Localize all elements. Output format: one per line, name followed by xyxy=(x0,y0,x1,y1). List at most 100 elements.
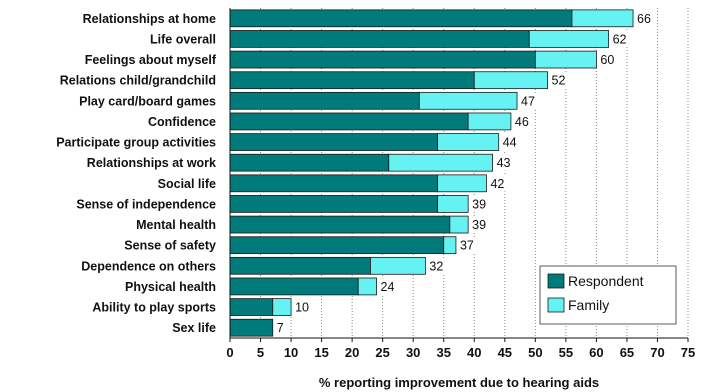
bar-respondent-15 xyxy=(229,318,274,337)
total-label-bg xyxy=(495,154,513,171)
bar-respondent-3 xyxy=(229,71,475,90)
bar-family-11 xyxy=(443,236,457,255)
total-label-bg xyxy=(635,10,653,27)
total-label-bg xyxy=(427,257,446,274)
category-label: Social life xyxy=(158,177,216,191)
bar-respondent-10 xyxy=(229,215,451,234)
total-label-bg xyxy=(550,72,568,89)
total-label-bg xyxy=(470,216,489,233)
bar-family-9 xyxy=(437,195,469,213)
legend-label-respondent: Respondent xyxy=(568,273,644,289)
bar-respondent-9 xyxy=(229,195,439,213)
x-tick-label: 10 xyxy=(284,345,298,360)
total-label: 46 xyxy=(515,115,529,129)
category-label: Mental health xyxy=(136,218,216,232)
legend-label-family: Family xyxy=(568,297,609,313)
bar-respondent-11 xyxy=(229,236,445,255)
bar-family-3 xyxy=(473,71,548,90)
bar-family-7 xyxy=(388,153,493,172)
bars xyxy=(229,9,634,337)
bar-respondent-14 xyxy=(229,298,274,316)
total-label: 42 xyxy=(490,177,504,191)
total-label: 37 xyxy=(460,239,474,253)
grid-lines xyxy=(260,8,689,338)
x-tick-label: 5 xyxy=(257,345,264,360)
total-label-bg xyxy=(513,113,531,130)
bar-family-13 xyxy=(357,277,377,296)
bar-family-12 xyxy=(370,256,426,275)
total-label: 32 xyxy=(429,259,443,273)
x-tick-label: 70 xyxy=(650,345,664,360)
legend: Respondent Family xyxy=(539,265,677,325)
bar-respondent-8 xyxy=(229,174,439,193)
bar-respondent-5 xyxy=(229,112,469,131)
bar-family-1 xyxy=(528,30,610,48)
total-label-bg xyxy=(519,92,537,109)
bar-family-10 xyxy=(449,215,469,234)
bar-family-14 xyxy=(272,298,292,316)
total-label: 44 xyxy=(503,136,517,150)
x-tick-label: 35 xyxy=(436,345,450,360)
total-label-bg xyxy=(458,237,476,254)
total-label-bg xyxy=(379,278,397,295)
total-label: 39 xyxy=(472,197,486,211)
x-tick-label: 45 xyxy=(498,345,512,360)
category-label: Feelings about myself xyxy=(85,53,217,67)
category-label: Relationships at work xyxy=(87,156,216,170)
x-tick-label: 75 xyxy=(681,345,695,360)
total-label: 47 xyxy=(521,94,535,108)
category-label: Relations child/grandchild xyxy=(60,74,216,88)
category-label: Sense of safety xyxy=(124,239,216,253)
total-label: 10 xyxy=(295,301,309,315)
total-label-bg xyxy=(470,195,489,212)
x-tick-label: 40 xyxy=(467,345,481,360)
bar-respondent-0 xyxy=(229,9,573,28)
bar-respondent-2 xyxy=(229,50,536,69)
bar-family-2 xyxy=(534,50,597,69)
total-label: 43 xyxy=(497,156,511,170)
x-tick-label: 55 xyxy=(559,345,573,360)
total-label: 60 xyxy=(600,53,614,67)
bar-family-5 xyxy=(467,112,512,131)
category-label: Play card/board games xyxy=(79,94,216,108)
total-label-bg xyxy=(293,299,311,316)
category-labels: Relationships at home Life overall Feeling… xyxy=(56,12,217,335)
legend-swatch-family xyxy=(547,297,565,313)
bar-respondent-7 xyxy=(229,153,390,172)
total-label-bg xyxy=(611,30,629,47)
category-label: Ability to play sports xyxy=(92,301,216,315)
x-tick-label: 25 xyxy=(375,345,389,360)
total-label: 7 xyxy=(277,321,284,335)
bar-respondent-1 xyxy=(229,30,530,48)
x-tick-label: 60 xyxy=(589,345,603,360)
category-label: Dependence on others xyxy=(81,259,216,273)
x-tick-label: 15 xyxy=(314,345,328,360)
x-tick-label: 65 xyxy=(620,345,634,360)
x-tick-label: 30 xyxy=(406,345,420,360)
total-label-bg xyxy=(275,319,286,336)
bar-respondent-13 xyxy=(229,277,359,296)
category-label: Sex life xyxy=(172,321,216,335)
total-labels: 66 62 60 52 47 46 44 43 42 39 39 37 32 24 10 7 xyxy=(275,10,653,336)
total-label: 52 xyxy=(552,74,566,88)
total-label-bg xyxy=(501,134,519,151)
category-label: Sense of independence xyxy=(76,197,216,211)
total-label: 24 xyxy=(381,280,395,294)
bar-family-4 xyxy=(418,91,518,110)
legend-swatch-respondent xyxy=(547,273,565,289)
x-axis-title: % reporting improvement due to hearing a… xyxy=(319,375,599,390)
total-label-bg xyxy=(598,51,617,68)
x-tick-label: 20 xyxy=(345,345,359,360)
category-label: Life overall xyxy=(150,32,216,46)
bar-respondent-4 xyxy=(229,91,420,110)
total-label-bg xyxy=(488,175,507,192)
category-label: Participate group activities xyxy=(56,136,216,150)
x-axis: 0 5 10 15 20 25 30 35 40 45 50 55 60 65 70 75 xyxy=(226,8,695,360)
bar-family-6 xyxy=(437,133,500,151)
bar-family-0 xyxy=(571,9,634,28)
category-label: Physical health xyxy=(125,280,216,294)
category-label: Confidence xyxy=(148,115,216,129)
category-label: Relationships at home xyxy=(83,12,216,26)
x-tick-label: 50 xyxy=(528,345,542,360)
bar-family-8 xyxy=(437,174,487,193)
